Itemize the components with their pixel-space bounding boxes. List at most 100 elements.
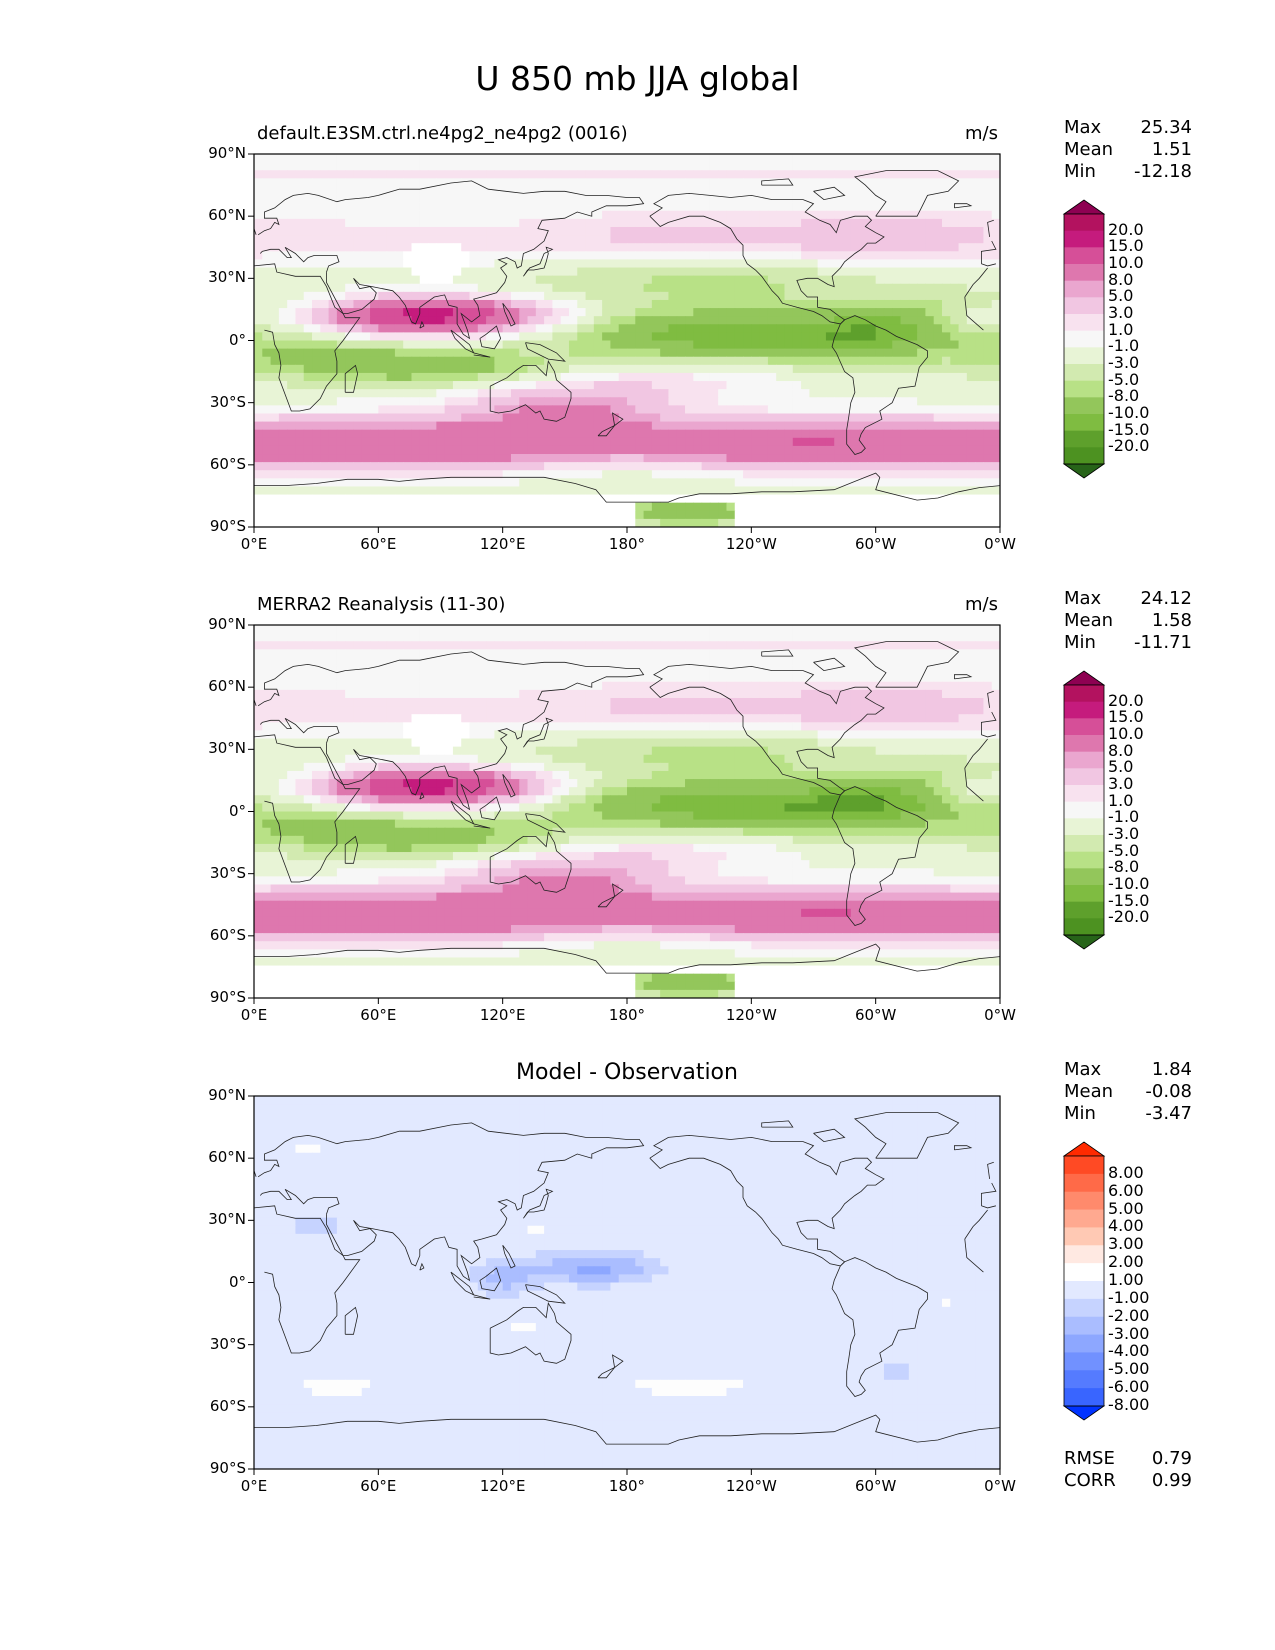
field-cell: [370, 356, 379, 366]
field-cell: [394, 308, 404, 317]
field-cell: [303, 170, 313, 179]
field-cell: [370, 405, 379, 415]
field-cell: [792, 429, 802, 439]
field-cell: [635, 437, 645, 447]
field-cell: [535, 348, 545, 358]
field-cell: [983, 421, 993, 431]
field-cell: [469, 478, 479, 488]
field-cell: [660, 478, 670, 488]
field-cell: [892, 641, 902, 650]
field-cell: [726, 429, 736, 439]
field-cell: [527, 324, 537, 333]
field-cell: [560, 470, 570, 479]
field-cell: [452, 389, 462, 398]
field-cell: [792, 478, 802, 488]
field-cell: [751, 454, 761, 463]
field-cell: [419, 324, 429, 333]
field-cell: [510, 681, 520, 691]
field-cell: [477, 462, 487, 471]
field-cell: [361, 381, 371, 390]
field-cell: [908, 397, 918, 406]
field-cell: [370, 421, 379, 431]
field-cell: [850, 170, 860, 179]
field-cell: [394, 633, 404, 642]
field-cell: [834, 332, 844, 342]
field-cell: [867, 243, 877, 252]
field-cell: [784, 389, 794, 398]
field-cell: [519, 633, 529, 642]
field-cell: [668, 316, 678, 325]
field-cell: [643, 275, 653, 285]
field-cell: [618, 259, 628, 269]
field-cell: [651, 178, 661, 188]
field-cell: [328, 308, 338, 317]
field-cell: [270, 364, 280, 374]
field-cell: [278, 178, 288, 188]
field-cell: [917, 154, 926, 163]
field-cell: [560, 316, 570, 325]
field-cell: [668, 429, 678, 439]
field-cell: [900, 689, 910, 699]
field-cell: [577, 186, 587, 196]
field-cell: [850, 235, 860, 244]
field-cell: [850, 372, 860, 382]
field-cell: [469, 421, 479, 431]
field-cell: [519, 340, 529, 350]
field-cell: [734, 657, 744, 667]
field-cell: [950, 689, 960, 699]
field-cell: [436, 316, 446, 325]
field-cell: [817, 389, 827, 398]
field-cell: [270, 405, 280, 415]
field-cell: [726, 178, 736, 188]
field-cell: [560, 649, 570, 659]
field-cell: [494, 243, 504, 252]
field-cell: [610, 502, 620, 512]
field-cell: [842, 324, 852, 333]
field-cell: [444, 324, 454, 333]
field-cell: [254, 340, 263, 350]
field-cell: [850, 462, 860, 471]
field-cell: [958, 348, 968, 358]
field-cell: [527, 267, 537, 277]
field-cell: [270, 243, 280, 252]
field-cell: [718, 356, 728, 366]
field-cell: [262, 243, 272, 252]
field-cell: [834, 235, 844, 244]
field-cell: [411, 372, 421, 382]
field-cell: [842, 364, 852, 374]
field-cell: [817, 649, 827, 659]
field-cell: [336, 445, 346, 455]
field-cell: [287, 502, 297, 512]
field-cell: [527, 210, 537, 220]
field-cell: [693, 657, 703, 667]
field-cell: [510, 154, 520, 163]
field-cell: [560, 275, 570, 285]
field-cell: [602, 381, 612, 390]
field-cell: [386, 665, 396, 675]
field-cell: [850, 316, 860, 325]
field-cell: [801, 218, 810, 228]
field-cell: [834, 348, 844, 358]
field-cell: [602, 421, 612, 431]
field-cell: [486, 470, 495, 479]
field-cell: [411, 218, 421, 228]
field-cell: [817, 673, 827, 683]
field-cell: [958, 251, 968, 261]
field-cell: [353, 486, 363, 496]
field-cell: [850, 665, 860, 675]
field-cell: [336, 210, 346, 220]
field-cell: [759, 235, 769, 244]
field-cell: [643, 421, 653, 431]
field-cell: [685, 243, 694, 252]
field-cell: [386, 259, 396, 269]
field-cell: [544, 518, 553, 527]
field-cell: [336, 267, 346, 277]
field-cell: [403, 299, 413, 309]
field-cell: [701, 429, 711, 439]
field-cell: [602, 356, 612, 366]
field-cell: [975, 437, 985, 447]
field-cell: [411, 389, 421, 398]
field-cell: [254, 518, 263, 527]
field-cell: [825, 689, 835, 699]
field-cell: [270, 437, 280, 447]
